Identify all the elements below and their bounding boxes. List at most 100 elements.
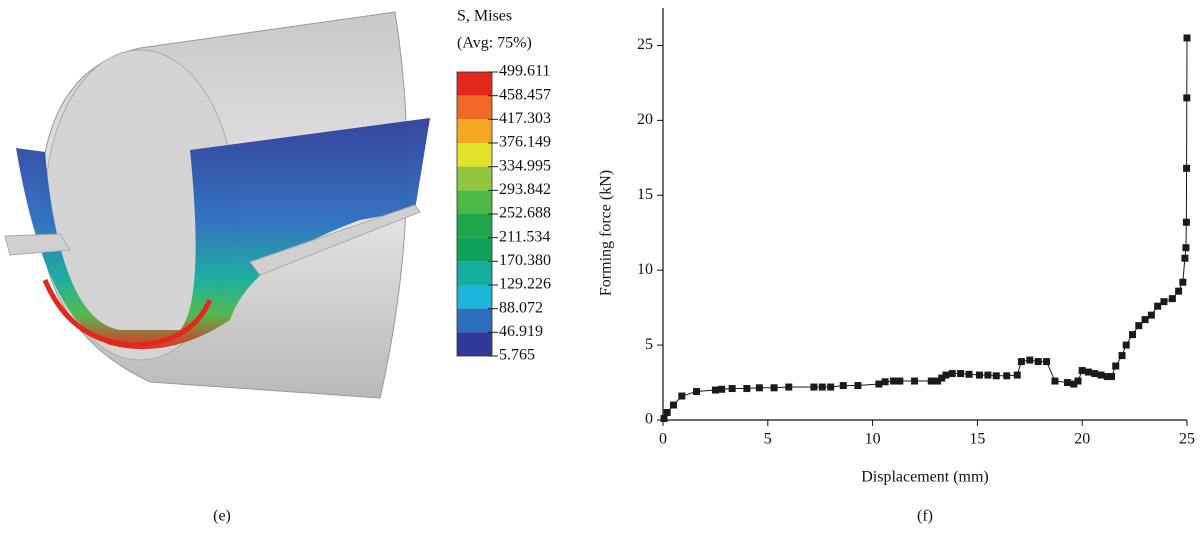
marker <box>1147 311 1155 319</box>
marker <box>1182 218 1190 226</box>
color-band <box>457 214 492 238</box>
x-tick-label: 25 <box>1179 431 1195 448</box>
marker <box>1122 341 1130 349</box>
marker <box>948 370 956 378</box>
color-band <box>457 119 492 143</box>
marker <box>957 370 965 378</box>
marker <box>1181 254 1189 262</box>
marker <box>1129 331 1137 339</box>
marker <box>1154 302 1162 310</box>
level-label: 170.380 <box>499 252 551 269</box>
marker <box>1043 358 1051 366</box>
level-label: 88.072 <box>499 299 543 316</box>
y-tick-label: 25 <box>637 36 653 53</box>
marker <box>1182 244 1190 252</box>
marker <box>1183 164 1191 172</box>
color-band <box>457 261 492 285</box>
y-tick-label: 15 <box>637 186 653 203</box>
x-axis-label: Displacement (mm) <box>861 469 989 486</box>
level-label: 458.457 <box>499 86 551 103</box>
marker <box>890 377 898 385</box>
marker <box>942 371 950 379</box>
marker <box>827 383 835 391</box>
level-label: 252.688 <box>499 205 551 222</box>
y-tick-label: 5 <box>645 336 653 353</box>
y-axis-label: Forming force (kN) <box>598 170 615 296</box>
marker <box>711 386 719 394</box>
marker <box>927 377 935 385</box>
y-tick-label: 10 <box>637 261 653 278</box>
level-label: 129.226 <box>499 276 551 293</box>
marker <box>984 371 992 379</box>
caption: (e) <box>213 508 231 525</box>
marker <box>965 370 973 378</box>
level-label: 417.303 <box>499 110 551 127</box>
legend-title: S, Mises <box>457 8 512 25</box>
marker <box>938 374 946 382</box>
x-tick-label: 5 <box>764 431 772 448</box>
marker <box>1017 358 1025 366</box>
level-label: 211.534 <box>499 228 550 245</box>
marker <box>785 383 793 391</box>
marker <box>875 380 883 388</box>
marker <box>1034 358 1042 366</box>
line <box>663 37 1188 419</box>
marker <box>839 382 847 390</box>
marker <box>975 371 983 379</box>
color-band <box>457 95 492 120</box>
y-tick-label: 0 <box>645 411 653 428</box>
legend-subtitle: (Avg: 75%) <box>457 35 532 52</box>
level-label: 5.765 <box>499 347 535 364</box>
fea-render <box>4 11 430 399</box>
color-band <box>457 72 492 96</box>
x-tick-label: 20 <box>1074 431 1090 448</box>
marker <box>660 415 668 423</box>
marker <box>1135 322 1143 330</box>
marker <box>1013 371 1021 379</box>
marker <box>1108 373 1116 381</box>
color-band <box>457 237 492 262</box>
marker <box>1003 372 1011 380</box>
marker <box>854 382 862 390</box>
marker <box>1097 371 1105 379</box>
flange <box>4 204 421 276</box>
marker <box>911 377 919 385</box>
marker <box>818 383 826 391</box>
marker <box>693 388 701 396</box>
marker <box>1179 278 1187 286</box>
marker <box>1118 352 1126 360</box>
marker <box>1051 377 1059 385</box>
marker <box>1183 34 1191 42</box>
color-band <box>457 285 492 309</box>
marker <box>1026 356 1034 364</box>
marker <box>770 384 778 392</box>
marker <box>1168 295 1176 303</box>
marker <box>881 378 889 386</box>
marker <box>1175 287 1183 295</box>
marker <box>1183 94 1191 102</box>
color-band <box>457 308 492 333</box>
marker <box>1103 373 1111 381</box>
marker <box>1141 316 1149 324</box>
marker <box>810 383 818 391</box>
level-label: 334.995 <box>499 157 551 174</box>
x-tick-label: 15 <box>969 431 985 448</box>
sheet-back <box>16 118 430 350</box>
marker <box>1070 380 1078 388</box>
sheet-edge <box>42 279 213 348</box>
x-tick-label: 0 <box>659 431 667 448</box>
marker <box>755 384 763 392</box>
marker <box>728 385 736 393</box>
level-label: 46.919 <box>499 323 543 340</box>
caption: (f) <box>917 508 933 525</box>
marker <box>1160 298 1168 306</box>
marker <box>669 401 677 409</box>
marker <box>1112 362 1120 370</box>
color-band <box>457 166 492 191</box>
marker <box>1074 377 1082 385</box>
color-band <box>457 332 492 356</box>
marker <box>678 392 686 400</box>
marker <box>663 409 671 417</box>
level-label: 499.611 <box>499 63 550 80</box>
